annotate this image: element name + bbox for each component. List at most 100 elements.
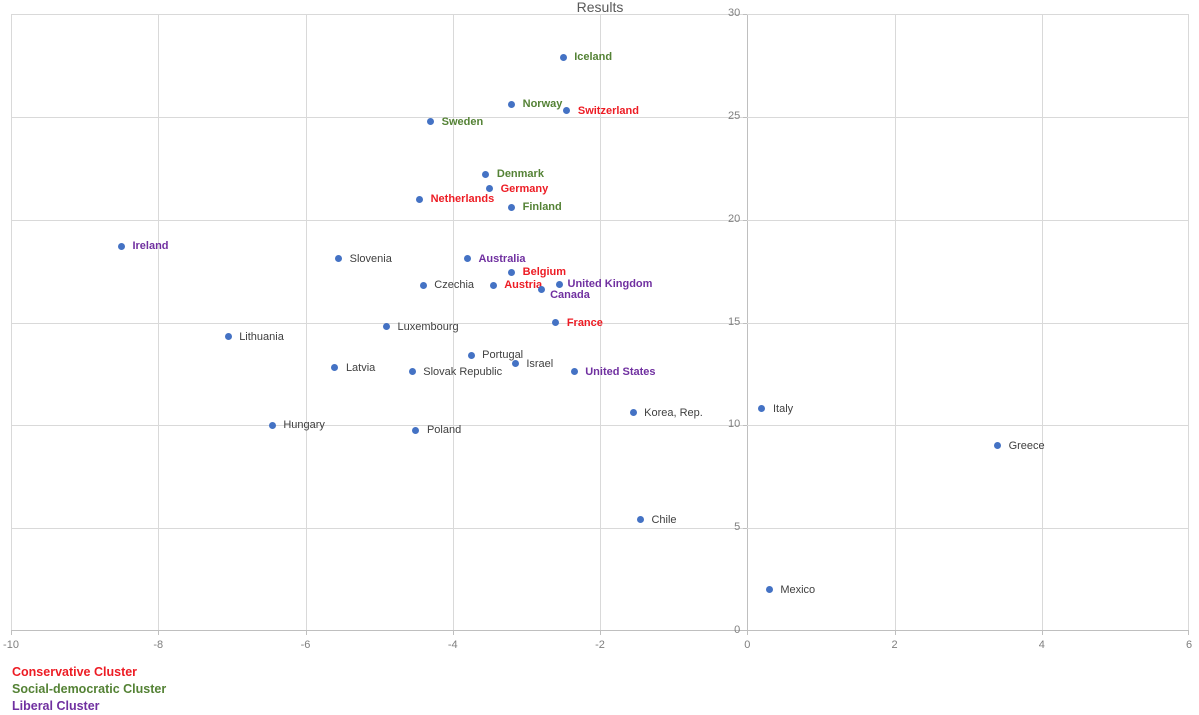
data-point-label: Norway <box>522 98 563 111</box>
data-point-dot <box>994 442 1002 450</box>
data-point-dot <box>508 100 516 108</box>
data-point-label: Denmark <box>496 168 544 181</box>
data-point-dot <box>382 323 390 331</box>
data-point-label: Hungary <box>283 419 325 432</box>
chart-title: Results <box>576 0 624 15</box>
data-point-label: Greece <box>1008 439 1045 452</box>
y-axis-tick-label: 25 <box>728 109 741 122</box>
data-point-label: Portugal <box>482 349 524 362</box>
y-axis-tick <box>743 116 748 118</box>
x-axis-tick <box>747 631 749 635</box>
y-axis-tick-label: 15 <box>728 315 741 328</box>
x-axis-tick <box>1041 631 1043 635</box>
data-point-label: Mexico <box>780 583 816 596</box>
data-point-dot <box>427 118 435 126</box>
data-point-label: Chile <box>651 513 677 526</box>
data-point-label: Poland <box>426 424 462 437</box>
data-point-label: Korea, Rep. <box>644 406 703 419</box>
data-point-label: United States <box>585 365 656 378</box>
cluster-legend: Conservative Cluster Social-democratic Cl… <box>12 664 166 715</box>
data-point-dot <box>636 516 644 524</box>
data-point-dot <box>412 426 420 434</box>
data-point-dot <box>416 195 424 203</box>
y-axis-tick-label: 20 <box>728 212 741 225</box>
data-point-dot <box>419 281 427 289</box>
x-axis-tick-label: 6 <box>1185 639 1193 651</box>
data-point-dot <box>559 53 567 61</box>
data-point-label: Belgium <box>522 266 567 279</box>
gridline-horizontal <box>11 630 1189 631</box>
x-axis-tick <box>600 631 601 635</box>
gridline-horizontal <box>11 116 1189 118</box>
x-axis-tick <box>452 631 454 635</box>
x-axis-tick-label: 4 <box>1038 639 1045 651</box>
gridline-horizontal <box>11 14 1189 15</box>
data-point-dot <box>758 405 766 413</box>
data-point-label: Luxembourg <box>397 320 459 333</box>
x-axis-tick <box>11 631 12 635</box>
data-point-label: Ireland <box>132 240 169 253</box>
data-point-label: Slovenia <box>349 252 392 265</box>
data-point-dot <box>765 586 773 594</box>
x-axis-tick-label: -4 <box>447 639 458 651</box>
y-axis-tick-label: 30 <box>728 7 741 19</box>
data-point-label: Israel <box>526 357 554 370</box>
data-point-dot <box>552 319 560 326</box>
y-axis-tick <box>743 322 748 324</box>
x-axis-tick-label: -2 <box>595 639 605 651</box>
data-point-label: Czechia <box>434 279 475 292</box>
data-point-dot <box>467 351 475 359</box>
legend-item: Social-democratic Cluster <box>12 682 167 696</box>
x-axis-tick <box>1188 631 1189 635</box>
data-point-dot <box>556 280 563 288</box>
data-point-label: United Kingdom <box>567 278 653 291</box>
x-axis-tick-label: -8 <box>153 639 164 651</box>
data-point-label: Germany <box>500 182 549 195</box>
x-axis-tick-label: -10 <box>3 639 19 651</box>
data-point-label: Lithuania <box>239 330 284 343</box>
data-point-dot <box>224 333 232 341</box>
data-point-label: Finland <box>522 201 562 214</box>
data-point-dot <box>331 364 339 372</box>
data-point-dot <box>570 368 578 376</box>
plot-area: Iceland Norway Switzerland Sweden Denmark Ger… <box>11 14 1189 635</box>
data-point-label: Australia <box>478 252 526 265</box>
gridline-horizontal <box>11 425 1189 427</box>
data-point-dot <box>508 203 516 211</box>
x-axis-tick-label: 0 <box>744 639 751 651</box>
gridline-horizontal <box>11 219 1189 221</box>
y-axis-tick <box>743 219 748 221</box>
data-point-dot <box>489 281 497 289</box>
data-point-label: Slovak Republic <box>423 365 503 378</box>
y-axis-tick-label: 0 <box>734 624 741 636</box>
data-point-label: Italy <box>772 402 794 415</box>
data-point-label: France <box>566 316 603 329</box>
data-point-dot <box>335 255 343 263</box>
data-point-dot <box>563 107 571 115</box>
data-point-label: Netherlands <box>430 193 495 206</box>
y-axis-tick-label: 5 <box>734 521 741 534</box>
data-point-label: Sweden <box>441 115 484 128</box>
data-point-dot <box>482 170 490 178</box>
x-axis-tick <box>894 631 896 635</box>
data-point-label: Canada <box>550 288 590 301</box>
data-point-label: Switzerland <box>577 104 639 117</box>
legend-item: Conservative Cluster <box>12 665 138 679</box>
data-point-dot <box>463 255 471 263</box>
gridline-horizontal <box>11 322 1189 324</box>
data-point-label: Iceland <box>574 51 613 64</box>
data-point-dot <box>537 286 545 294</box>
x-axis-tick <box>305 631 307 635</box>
x-axis-tick-label: -6 <box>300 639 311 651</box>
data-point-dot <box>486 185 494 193</box>
data-point-label: Austria <box>504 279 543 292</box>
data-point-dot <box>408 368 416 376</box>
data-point-dot <box>511 360 519 368</box>
y-axis-tick <box>743 14 748 15</box>
legend-item: Liberal Cluster <box>12 699 100 713</box>
y-axis-tick-label: 10 <box>728 418 741 431</box>
x-axis-tick <box>158 631 160 635</box>
y-axis-tick <box>743 630 748 631</box>
y-axis-tick <box>743 528 748 530</box>
